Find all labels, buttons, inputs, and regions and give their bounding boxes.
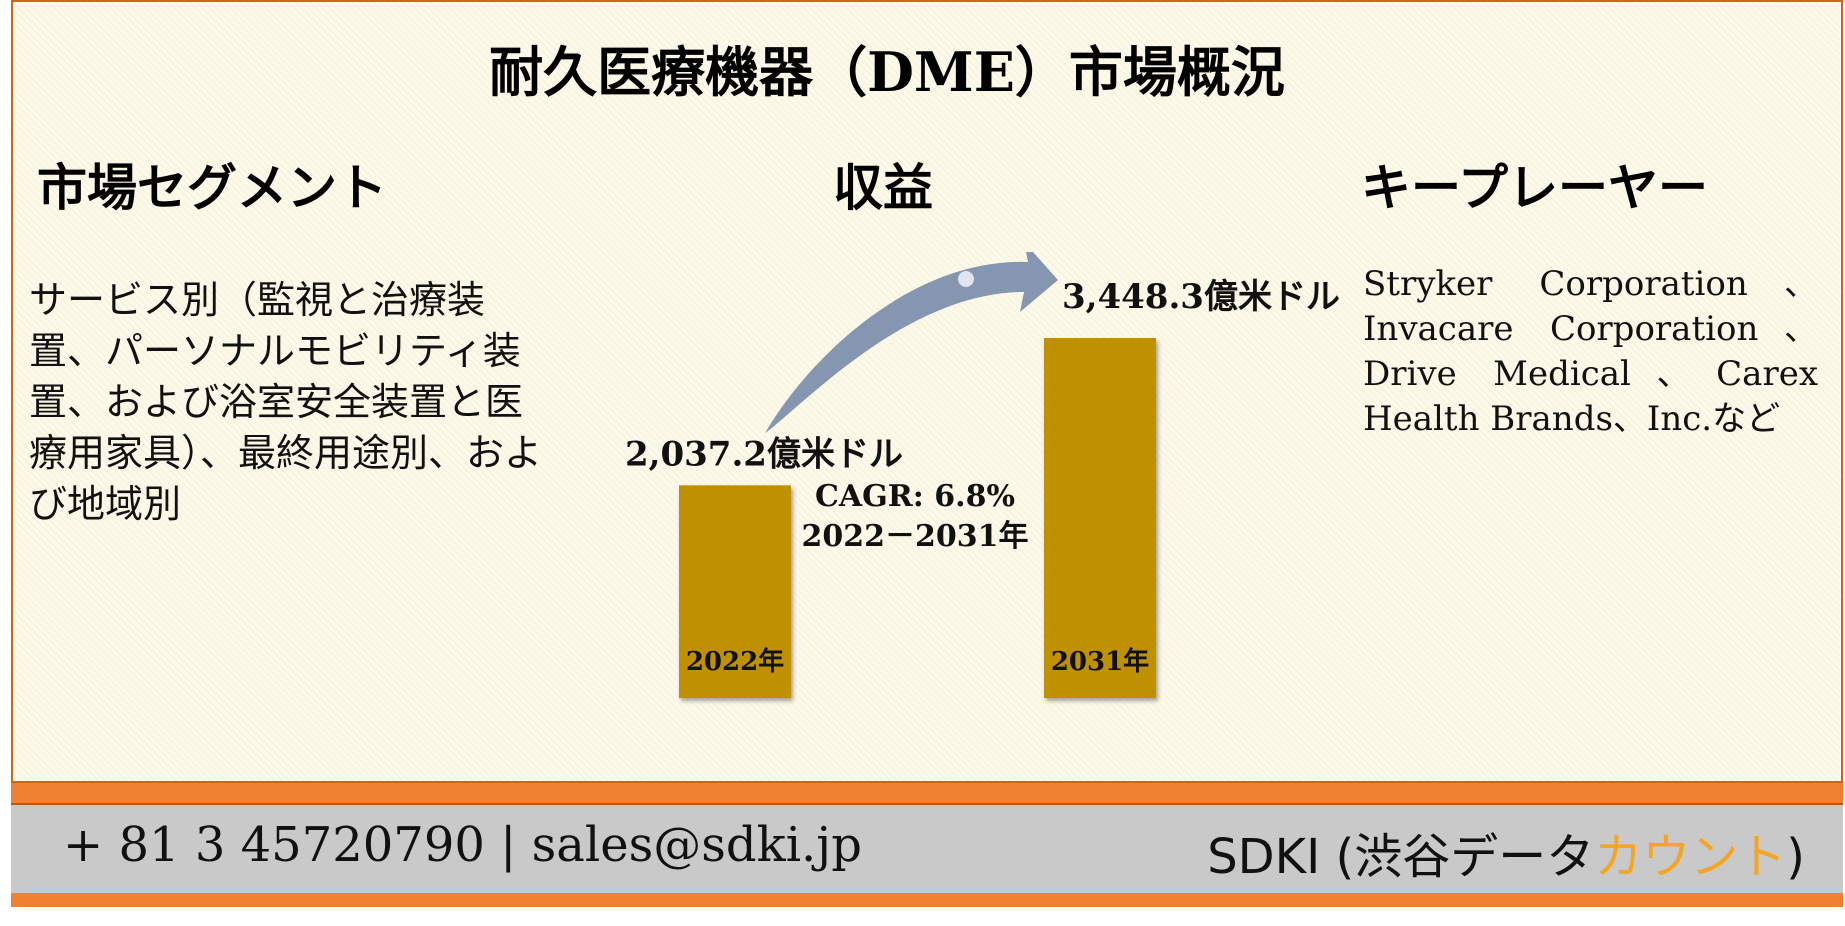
revenue-heading: 収益 — [833, 158, 933, 217]
arrow-highlight-dot — [958, 271, 974, 287]
growth-arrow-body — [765, 252, 1058, 434]
revenue-chart: 2022年 2031年 2,037.2億米ドル 3,448.3億米ドル CAGR: 6.… — [625, 252, 1340, 698]
category-label-0: 2022年 — [686, 646, 784, 677]
cagr-annotation-0: CAGR: 6.8% — [815, 479, 1015, 514]
brand-name: SDKI (渋谷データカウント) — [1207, 817, 1805, 887]
footer-accent-bar-bottom — [11, 893, 1843, 907]
key-players-text: Stryker Corporation、Invacare Corporation… — [1363, 264, 1818, 439]
segment-text: サービス別（監視と治療装置、パーソナルモビリティ装置、および浴室安全装置と医療用… — [29, 278, 543, 526]
infographic-frame: 耐久医療機器（DME）市場概況 市場セグメント 収益 キープレーヤー サービス別… — [11, 0, 1843, 783]
value-label-0: 2,037.2億米ドル — [625, 434, 903, 474]
category-label-1: 2031年 — [1051, 646, 1149, 677]
bar-0 — [679, 485, 791, 698]
key-players-heading: キープレーヤー — [1361, 158, 1708, 217]
brand-prefix: SDKI (渋谷データ — [1207, 829, 1595, 885]
growth-arrow — [765, 252, 1058, 434]
brand-accent: カウント — [1594, 829, 1787, 885]
brand-suffix: ) — [1786, 829, 1805, 885]
bar-1 — [1044, 338, 1156, 698]
segment-heading: 市場セグメント — [37, 158, 387, 217]
value-label-1: 3,448.3億米ドル — [1062, 277, 1340, 317]
contact-info: + 81 3 45720790 | sales@sdki.jp — [63, 817, 862, 873]
footer: + 81 3 45720790 | sales@sdki.jp SDKI (渋谷… — [11, 803, 1843, 895]
cagr-annotation-1: 2022－2031年 — [802, 519, 1029, 554]
page-title: 耐久医療機器（DME）市場概況 — [489, 40, 1285, 104]
footer-accent-bar — [11, 783, 1843, 803]
